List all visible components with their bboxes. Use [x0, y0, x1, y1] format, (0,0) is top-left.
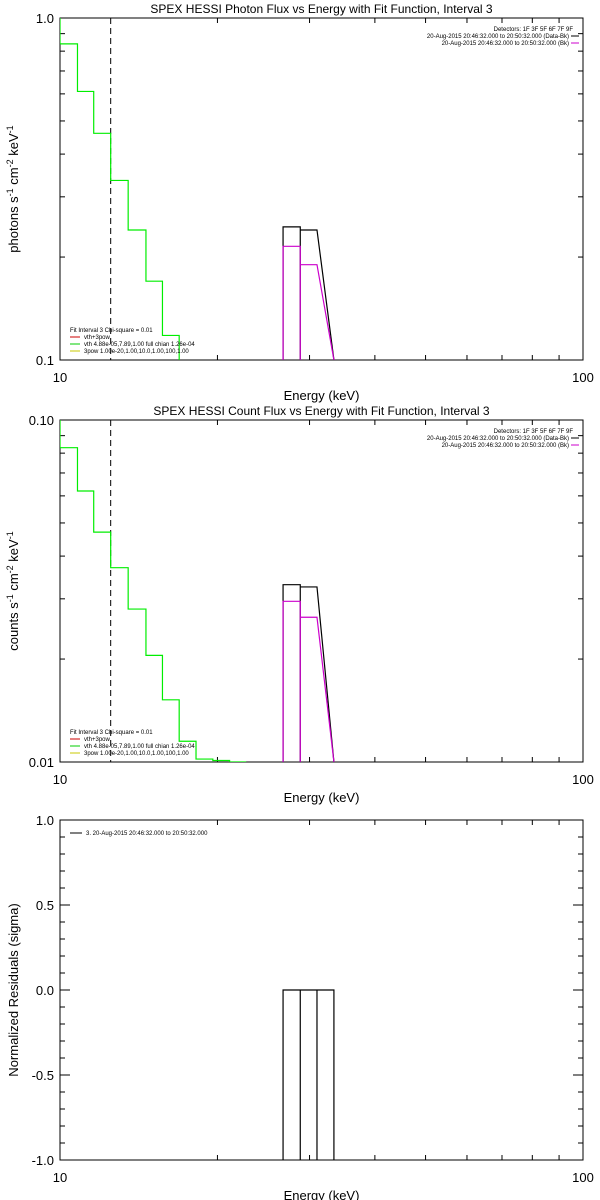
x-axis-label: Energy (keV): [284, 790, 360, 805]
fit-legend-label: 3pow 1.00e-20,1.00,10.0,1.00,100,1.00: [84, 349, 189, 355]
chart-title: SPEX HESSI Photon Flux vs Energy with Fi…: [150, 2, 492, 16]
y-axis-label: counts s-1 cm-2 keV-1: [5, 531, 21, 650]
y-tick-label: 0.1: [36, 353, 54, 368]
y-tick-label: -1.0: [32, 1153, 54, 1168]
x-tick-label: 100: [572, 370, 594, 385]
x-tick-label: 10: [53, 1170, 67, 1185]
series-3-line: [282, 245, 335, 360]
series-1-line: [60, 420, 247, 762]
fit-legend-label: vth+3pow: [84, 335, 111, 341]
y-tick-label: -0.5: [32, 1068, 54, 1083]
x-tick-label: 100: [572, 1170, 594, 1185]
y-tick-label: 1.0: [36, 11, 54, 26]
y-tick-label: 1.0: [36, 813, 54, 828]
fit-legend-label: vth 4.88e-05,7.89,1.00 full chian 1.26e-…: [84, 342, 195, 348]
chart-panel-1: 10 100 0.1 1.0 SPEX HESSI Photon Flux vs Ene…: [5, 2, 594, 403]
fit-legend-label: vth 4.88e-05,7.89,1.00 full chian 1.26e-…: [84, 744, 195, 750]
chart-panel-2: 10 100 0.01 0.10 SPEX HESSI Count Flux vs En…: [5, 404, 594, 805]
y-tick-label: 0.10: [29, 413, 54, 428]
y-tick-label: 0.01: [29, 755, 54, 770]
x-axis-label: Energy (keV): [284, 388, 360, 403]
fit-legend-label: vth+3pow: [84, 737, 111, 743]
chart-title: SPEX HESSI Count Flux vs Energy with Fit…: [153, 404, 489, 418]
fit-legend-header: Fit Interval 3 Chi-square = 0.01: [70, 730, 153, 736]
legend-item-label: 20-Aug-2015 20:46:32.000 to 20:50:32.000…: [427, 34, 569, 40]
plot-frame: [59, 419, 584, 763]
y-axis-label: Normalized Residuals (sigma): [6, 903, 21, 1076]
legend-item-label: 20-Aug-2015 20:46:32.000 to 20:50:32.000…: [442, 443, 569, 449]
y-tick-label: 0.5: [36, 898, 54, 913]
fit-legend-label: 3pow 1.00e-20,1.00,10.0,1.00,100,1.00: [84, 751, 189, 757]
legend-item-label: 20-Aug-2015 20:46:32.000 to 20:50:32.000…: [442, 41, 569, 47]
x-tick-label: 100: [572, 772, 594, 787]
y-tick-label: 0.0: [36, 983, 54, 998]
legend-header: Detectors: 1F 3F 5F 6F 7F 9F: [494, 27, 574, 33]
legend-header: Detectors: 1F 3F 5F 6F 7F 9F: [494, 429, 574, 435]
series-3-line: [282, 600, 335, 762]
x-tick-label: 10: [53, 772, 67, 787]
y-axis-label: photons s-1 cm-2 keV-1: [5, 125, 21, 252]
series-2-line: [282, 584, 335, 762]
series-1-line: [60, 18, 180, 360]
legend-item-label: 20-Aug-2015 20:46:32.000 to 20:50:32.000…: [427, 436, 569, 442]
legend-item-label: 3. 20-Aug-2015 20:46:32.000 to 20:50:32.…: [86, 831, 208, 837]
x-tick-label: 10: [53, 370, 67, 385]
x-axis-label: Energy (keV): [284, 1188, 360, 1200]
fit-legend-header: Fit Interval 3 Chi-square = 0.01: [70, 328, 153, 334]
series-1-line: [282, 989, 335, 1160]
plot-frame: [59, 17, 584, 361]
chart-panel-3: 10 100 -1.0 -0.5 0.0 0.5 1.0 Energy (keV) Normal…: [6, 813, 594, 1200]
